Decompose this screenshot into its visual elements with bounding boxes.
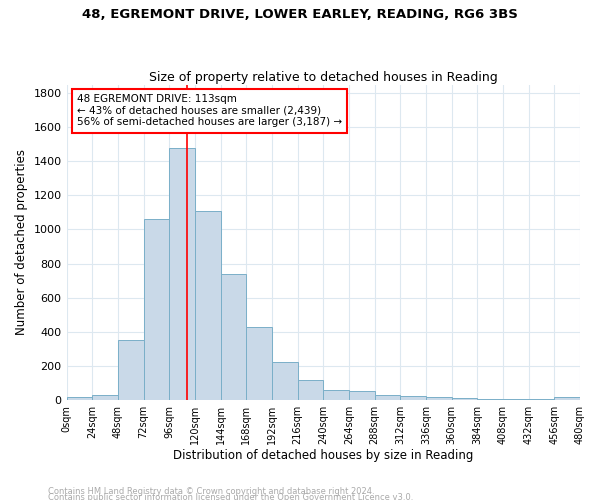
Bar <box>554 398 580 400</box>
Bar <box>169 148 195 400</box>
Bar <box>195 210 221 400</box>
Bar <box>374 395 400 400</box>
Bar <box>246 326 272 400</box>
Bar <box>92 394 118 400</box>
Bar <box>400 396 426 400</box>
Text: 48 EGREMONT DRIVE: 113sqm
← 43% of detached houses are smaller (2,439)
56% of se: 48 EGREMONT DRIVE: 113sqm ← 43% of detac… <box>77 94 342 128</box>
Bar <box>478 399 503 400</box>
Bar <box>349 392 374 400</box>
Bar <box>452 398 478 400</box>
Text: Contains public sector information licensed under the Open Government Licence v3: Contains public sector information licen… <box>48 492 413 500</box>
Bar <box>426 398 452 400</box>
Bar <box>118 340 143 400</box>
Bar <box>143 220 169 400</box>
X-axis label: Distribution of detached houses by size in Reading: Distribution of detached houses by size … <box>173 450 473 462</box>
Bar <box>323 390 349 400</box>
Bar <box>298 380 323 400</box>
Text: Contains HM Land Registry data © Crown copyright and database right 2024.: Contains HM Land Registry data © Crown c… <box>48 487 374 496</box>
Title: Size of property relative to detached houses in Reading: Size of property relative to detached ho… <box>149 70 497 84</box>
Bar <box>221 274 246 400</box>
Bar <box>529 399 554 400</box>
Bar <box>272 362 298 400</box>
Text: 48, EGREMONT DRIVE, LOWER EARLEY, READING, RG6 3BS: 48, EGREMONT DRIVE, LOWER EARLEY, READIN… <box>82 8 518 20</box>
Y-axis label: Number of detached properties: Number of detached properties <box>15 149 28 335</box>
Bar <box>503 399 529 400</box>
Bar <box>67 398 92 400</box>
